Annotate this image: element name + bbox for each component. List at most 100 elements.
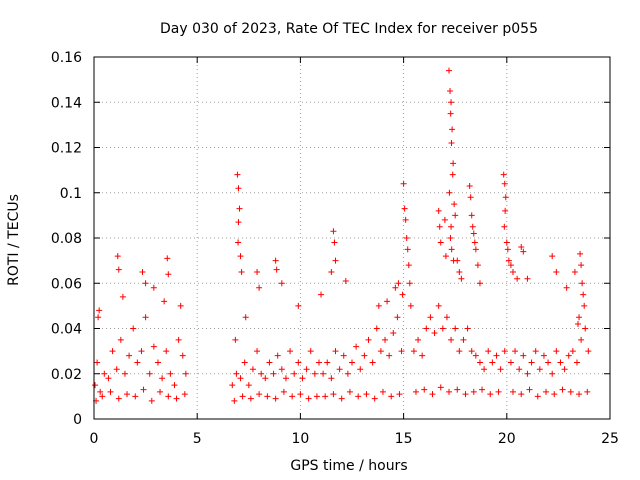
data-point: [256, 284, 263, 291]
data-point: [384, 298, 391, 305]
data-point: [278, 366, 285, 373]
data-point: [134, 359, 141, 366]
data-point: [503, 239, 510, 246]
data-point: [142, 280, 149, 287]
data-point: [579, 280, 586, 287]
data-point: [234, 171, 241, 178]
y-tick-label: 0.1: [60, 186, 82, 202]
data-point: [571, 268, 578, 275]
data-point: [581, 302, 588, 309]
x-tick-label: 15: [395, 431, 413, 447]
data-point: [340, 352, 347, 359]
data-point: [291, 370, 298, 377]
data-point: [173, 395, 180, 402]
data-point: [245, 382, 252, 389]
data-point: [454, 386, 461, 393]
data-point: [452, 325, 459, 332]
data-point: [421, 386, 428, 393]
data-point: [396, 391, 403, 398]
data-point: [157, 388, 164, 395]
data-point: [320, 370, 327, 377]
data-point: [232, 336, 239, 343]
data-point: [406, 280, 413, 287]
data-point: [507, 262, 514, 269]
data-point: [481, 366, 488, 373]
grid-lines: [94, 57, 610, 419]
data-point: [402, 216, 409, 223]
data-point: [264, 393, 271, 400]
data-point: [101, 370, 108, 377]
data-point: [280, 388, 287, 395]
data-point: [427, 314, 434, 321]
data-point: [407, 302, 414, 309]
data-point: [315, 359, 322, 366]
data-point: [365, 336, 372, 343]
data-point: [534, 393, 541, 400]
data-point: [115, 266, 122, 273]
data-point: [331, 239, 338, 246]
data-point: [114, 253, 121, 260]
data-point: [504, 246, 511, 253]
data-point: [497, 366, 504, 373]
data-point: [130, 325, 137, 332]
data-point: [254, 348, 261, 355]
data-point: [582, 325, 589, 332]
data-point: [446, 189, 453, 196]
data-point: [330, 391, 337, 398]
data-point: [561, 366, 568, 373]
data-point: [549, 253, 556, 260]
data-point: [464, 325, 471, 332]
data-point: [140, 386, 147, 393]
data-point: [388, 393, 395, 400]
data-point: [442, 253, 449, 260]
data-point: [95, 314, 102, 321]
data-point: [526, 386, 533, 393]
data-point: [400, 180, 407, 187]
data-point: [472, 352, 479, 359]
data-point: [524, 275, 531, 282]
data-point: [382, 336, 389, 343]
data-point: [175, 336, 182, 343]
data-point: [132, 393, 139, 400]
data-point: [353, 343, 360, 350]
data-point: [551, 391, 558, 398]
data-point: [357, 366, 364, 373]
data-point: [237, 375, 244, 382]
y-axis-title: ROTI / TECUs: [6, 194, 22, 286]
data-point: [311, 370, 318, 377]
data-point: [563, 284, 570, 291]
data-point: [419, 352, 426, 359]
data-point: [454, 257, 461, 264]
data-point: [299, 375, 306, 382]
data-point: [272, 257, 279, 264]
data-point: [553, 268, 560, 275]
data-point: [105, 375, 112, 382]
data-point: [448, 99, 455, 106]
data-point: [262, 375, 269, 382]
data-point: [410, 348, 417, 355]
data-point: [377, 348, 384, 355]
data-point: [412, 388, 419, 395]
data-point: [332, 257, 339, 264]
data-point: [242, 314, 249, 321]
data-points: [92, 67, 592, 404]
data-point: [150, 343, 157, 350]
data-point: [447, 87, 454, 94]
data-point: [514, 275, 521, 282]
x-tick-label: 5: [193, 431, 202, 447]
data-point: [115, 395, 122, 402]
data-point: [452, 212, 459, 219]
data-point: [518, 244, 525, 251]
data-point: [138, 348, 145, 355]
data-point: [338, 395, 345, 402]
data-point: [466, 182, 473, 189]
data-point: [462, 391, 469, 398]
data-point: [363, 391, 370, 398]
data-point: [163, 348, 170, 355]
data-point: [96, 307, 103, 314]
chart-title: Day 030 of 2023, Rate Of TEC Index for r…: [160, 21, 538, 37]
data-point: [569, 348, 576, 355]
data-point: [282, 375, 289, 382]
data-point: [516, 366, 523, 373]
data-point: [448, 246, 455, 253]
